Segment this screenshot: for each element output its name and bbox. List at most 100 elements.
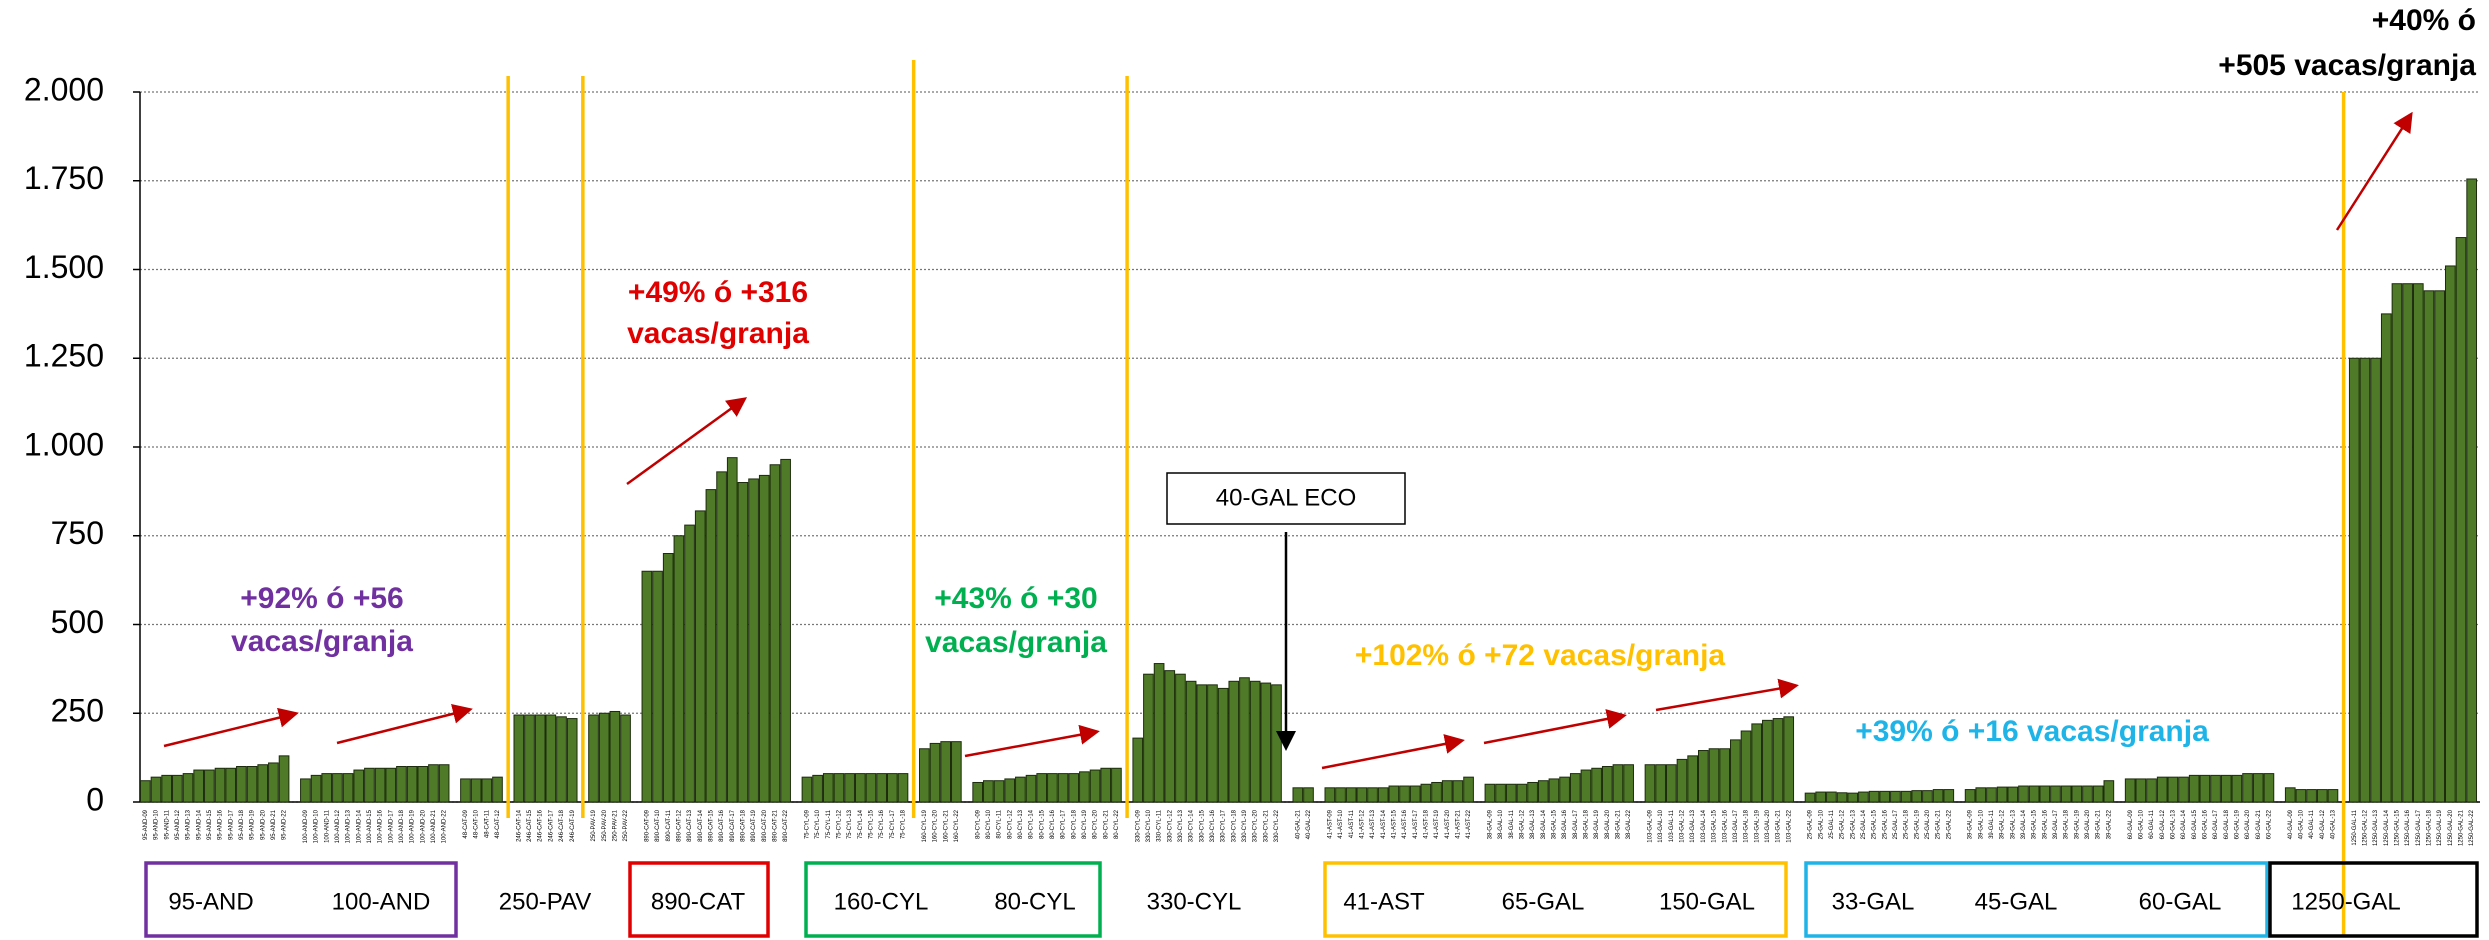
bar bbox=[2402, 283, 2413, 803]
bar bbox=[1676, 758, 1688, 803]
bar bbox=[438, 764, 450, 803]
bar bbox=[182, 773, 194, 803]
x-tick-label: 246-CAT-15 bbox=[527, 809, 533, 842]
bar bbox=[1420, 783, 1432, 803]
bar bbox=[1548, 778, 1560, 803]
x-tick-label: 25-GAL-22 bbox=[1946, 809, 1952, 839]
x-tick-label: 60-GAL-12 bbox=[2160, 809, 2166, 839]
x-tick-label: 890-CAT-09 bbox=[644, 809, 650, 842]
bar bbox=[2423, 290, 2435, 803]
x-tick-label: 48-CAT-09 bbox=[463, 809, 469, 838]
x-tick-label: 38-GAL-18 bbox=[1584, 809, 1590, 839]
bar bbox=[150, 776, 162, 803]
x-tick-label: 330-CYL-21 bbox=[1263, 809, 1269, 842]
x-tick-label: 80-CYL-17 bbox=[1061, 809, 1067, 839]
bar bbox=[716, 471, 727, 803]
bar bbox=[225, 767, 237, 803]
bar bbox=[406, 766, 418, 803]
bar bbox=[801, 776, 813, 803]
x-tick-label: 246-CAT-19 bbox=[570, 809, 576, 842]
x-tick-label: 1250-GAL-15 bbox=[2395, 809, 2401, 846]
x-tick-label: 39-GAL-12 bbox=[2000, 809, 2006, 839]
y-tick-label: 250 bbox=[51, 693, 104, 729]
bar bbox=[2124, 778, 2136, 803]
bar bbox=[1612, 764, 1624, 803]
x-tick-label: 103-GAL-21 bbox=[1776, 809, 1782, 842]
x-tick-label: 60-GAL-13 bbox=[2170, 809, 2176, 839]
x-tick-label: 95-AND-17 bbox=[228, 809, 234, 840]
x-tick-label: 1250-GAL-11 bbox=[2352, 809, 2358, 845]
x-tick-label: 39-GAL-17 bbox=[2053, 809, 2059, 839]
bar bbox=[1452, 780, 1464, 803]
y-tick-label: 1.750 bbox=[24, 160, 104, 196]
bar bbox=[673, 535, 685, 803]
x-tick-label: 95-AND-18 bbox=[239, 809, 245, 840]
trend-arrows bbox=[163, 111, 2413, 770]
x-tick-label: 103-GAL-16 bbox=[1722, 809, 1728, 842]
x-tick-label: 38-GAL-22 bbox=[1626, 809, 1632, 839]
bar bbox=[833, 773, 845, 803]
x-tick-label: 40-GAL-22 bbox=[1306, 809, 1312, 839]
x-tick-label: 890-CAT-17 bbox=[730, 809, 736, 842]
bar bbox=[598, 712, 610, 803]
x-tick-label: 39-GAL-10 bbox=[1978, 809, 1984, 839]
group-label: 1250-GAL bbox=[2291, 888, 2400, 915]
annotation: vacas/granja bbox=[627, 317, 809, 350]
bar bbox=[652, 570, 663, 803]
bar bbox=[1047, 773, 1058, 803]
callout-box bbox=[1166, 472, 1406, 525]
x-tick-label: 75-CYL-16 bbox=[879, 809, 885, 839]
group-box bbox=[1804, 861, 2269, 938]
bar bbox=[1132, 737, 1144, 803]
bar bbox=[609, 710, 621, 803]
x-tick-label: 80-CYL-12 bbox=[1007, 809, 1013, 839]
bar bbox=[1409, 785, 1421, 803]
bar bbox=[758, 474, 770, 803]
x-tick-label: 39-GAL-16 bbox=[2042, 809, 2048, 839]
bar bbox=[2178, 776, 2189, 803]
bar bbox=[1900, 790, 1912, 803]
callout-text: 40-GAL ECO bbox=[1216, 484, 1357, 511]
x-tick-label: 890-CAT-16 bbox=[719, 809, 725, 842]
x-tick-label: 103-GAL-10 bbox=[1658, 809, 1664, 842]
bar bbox=[2242, 773, 2253, 803]
x-tick-label: 39-GAL-09 bbox=[1968, 809, 1974, 839]
x-tick-label: 39-GAL-13 bbox=[2010, 809, 2016, 839]
x-tick-label: 250-PAV-20 bbox=[602, 809, 608, 841]
bar bbox=[1505, 783, 1517, 803]
x-tick-label: 80-CYL-18 bbox=[1071, 809, 1077, 839]
bar bbox=[2295, 789, 2307, 803]
x-tick-label: 41-AST-11 bbox=[1349, 809, 1355, 838]
bar bbox=[1890, 790, 1901, 803]
bar bbox=[545, 714, 557, 803]
x-tick-label: 1250-GAL-22 bbox=[2469, 809, 2475, 846]
bar bbox=[865, 773, 877, 803]
x-tick-label: 100-AND-17 bbox=[388, 809, 394, 843]
x-tick-label: 100-AND-21 bbox=[431, 809, 437, 843]
x-tick-label: 60-GAL-14 bbox=[2181, 809, 2187, 839]
bar bbox=[993, 780, 1005, 803]
bar bbox=[2060, 785, 2072, 803]
bar bbox=[2210, 774, 2221, 803]
bar bbox=[460, 778, 471, 803]
x-tick-label: 103-GAL-17 bbox=[1733, 809, 1739, 842]
bar bbox=[492, 776, 503, 803]
x-tick-label: 80-CYL-22 bbox=[1114, 809, 1120, 839]
x-tick-label: 38-GAL-13 bbox=[1530, 809, 1536, 839]
bar bbox=[2231, 774, 2243, 803]
x-tick-label: 40-GAL-09 bbox=[2288, 809, 2294, 839]
bar bbox=[2199, 774, 2211, 803]
x-tick-label: 75-CYL-11 bbox=[826, 809, 832, 838]
group-label: 100-AND bbox=[332, 888, 431, 915]
bar bbox=[1207, 684, 1218, 803]
bar bbox=[1804, 792, 1816, 803]
x-tick-label: 95-AND-13 bbox=[186, 809, 192, 840]
annotation: vacas/granja bbox=[231, 625, 413, 658]
bar bbox=[2156, 776, 2168, 803]
bar bbox=[1153, 663, 1165, 803]
x-tick-label: 1250-GAL-14 bbox=[2384, 809, 2390, 846]
bar bbox=[1164, 670, 1176, 803]
bar bbox=[919, 748, 930, 803]
x-tick-label: 330-CYL-17 bbox=[1221, 809, 1227, 842]
bar bbox=[1943, 789, 1955, 803]
